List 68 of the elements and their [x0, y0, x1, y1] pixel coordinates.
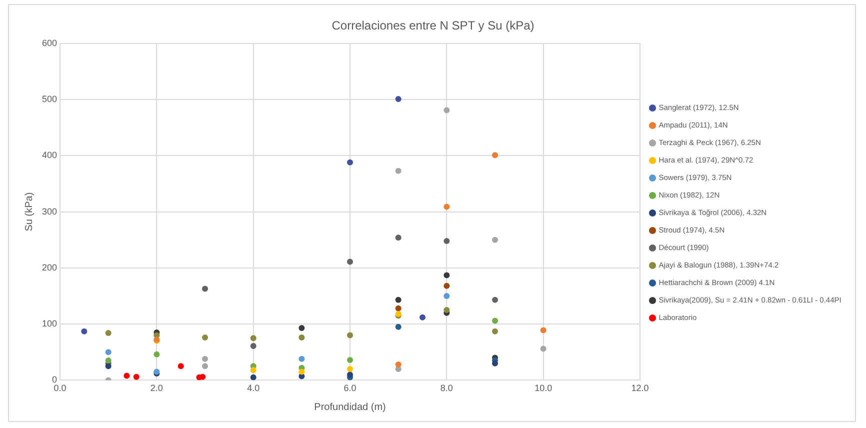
point: [444, 282, 450, 289]
point: [81, 328, 88, 334]
y-tick-label: 500: [42, 94, 58, 104]
point: [444, 107, 450, 114]
point: [395, 324, 402, 330]
y-tick-label: 400: [42, 150, 58, 160]
point: [395, 305, 402, 312]
point: [420, 314, 426, 320]
point: [298, 324, 305, 331]
point: [298, 368, 305, 375]
point: [444, 293, 450, 299]
x-tick-label: 0.0: [54, 383, 66, 394]
x-tick-label: 12.0: [631, 383, 649, 394]
point: [178, 363, 184, 370]
point: [444, 272, 450, 278]
point: [492, 236, 498, 243]
point: [202, 334, 208, 341]
point: [540, 346, 546, 352]
point: [347, 332, 354, 338]
point: [105, 363, 112, 370]
point: [347, 366, 354, 372]
point: [202, 286, 208, 292]
point: [492, 318, 498, 324]
point: [492, 152, 498, 158]
y-axis-title: Su (kPa): [24, 192, 35, 232]
point: [444, 204, 450, 210]
y-tick-label: 200: [42, 262, 58, 272]
x-tick-label: 4.0: [247, 383, 260, 394]
point: [105, 330, 112, 336]
point: [492, 360, 498, 366]
y-tick-label: 0: [52, 374, 58, 385]
point: [347, 356, 354, 363]
point: [540, 327, 546, 334]
y-tick-label: 100: [42, 318, 58, 329]
point: [395, 96, 402, 102]
point: [250, 335, 256, 342]
point: [395, 296, 402, 303]
point: [202, 363, 208, 370]
point: [395, 234, 402, 241]
point: [154, 351, 160, 358]
point: [250, 342, 256, 349]
chart-title: Correlaciones entre N SPT y Su (kPa): [332, 18, 534, 33]
x-axis-title: Profundidad (m): [314, 402, 386, 413]
point: [492, 296, 498, 303]
point: [200, 374, 206, 380]
point: [250, 367, 256, 374]
point: [347, 159, 354, 166]
point: [395, 361, 402, 368]
point: [444, 307, 450, 314]
x-tick-label: 6.0: [344, 383, 356, 394]
x-tick-label: 10.0: [534, 383, 552, 394]
point: [492, 328, 498, 334]
point: [105, 349, 112, 356]
x-tick-label: 2.0: [150, 383, 163, 394]
x-tick-label: 8.0: [440, 383, 453, 394]
point: [298, 334, 305, 341]
point: [444, 238, 450, 244]
point: [298, 356, 305, 362]
point: [124, 372, 130, 379]
point: [347, 258, 354, 265]
y-tick-label: 300: [42, 206, 58, 216]
point: [133, 374, 140, 380]
point: [395, 168, 402, 174]
point: [105, 358, 112, 364]
point: [202, 356, 208, 362]
y-tick-label: 600: [42, 38, 58, 48]
point: [347, 372, 354, 378]
point: [250, 374, 256, 380]
